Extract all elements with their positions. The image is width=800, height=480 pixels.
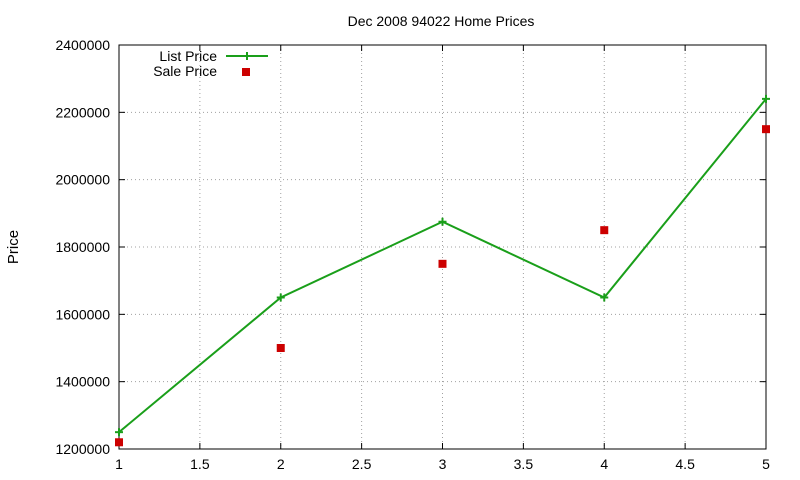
- legend-marker-list-price: [243, 52, 251, 60]
- x-tick-label: 3.5: [514, 456, 534, 472]
- x-tick-label: 1.5: [190, 456, 210, 472]
- x-tick-label: 5: [762, 456, 770, 472]
- legend: List Price Sale Price: [153, 48, 268, 79]
- y-tick-label: 2200000: [55, 104, 110, 120]
- x-tick-label: 3: [439, 456, 447, 472]
- y-tick-label: 1200000: [55, 441, 110, 457]
- x-tick-label: 4: [600, 456, 608, 472]
- legend-label-list-price: List Price: [159, 48, 217, 64]
- x-tick-label: 1: [115, 456, 123, 472]
- list-price-point: [115, 428, 123, 437]
- y-tick-label: 1600000: [55, 306, 110, 322]
- y-tick-label: 1400000: [55, 374, 110, 390]
- x-tick-label: 2: [277, 456, 285, 472]
- legend-marker-sale-price: [242, 68, 250, 76]
- sale-price-point: [762, 125, 770, 134]
- sale-price-point: [600, 226, 609, 235]
- sale-price-point: [115, 438, 123, 447]
- grid: [119, 45, 766, 449]
- x-tick-label: 4.5: [675, 456, 695, 472]
- sale-price-point: [438, 259, 447, 268]
- y-tick-label: 1800000: [55, 239, 110, 255]
- y-tick-label: 2000000: [55, 172, 110, 188]
- y-tick-label: 2400000: [55, 37, 110, 53]
- list-price-point: [276, 293, 285, 302]
- y-axis-label: Price: [5, 230, 22, 264]
- list-price-point: [438, 217, 447, 226]
- chart-title: Dec 2008 94022 Home Prices: [348, 13, 535, 29]
- legend-label-sale-price: Sale Price: [153, 63, 217, 79]
- list-price-point: [600, 293, 609, 302]
- axes: 1 1.5 2 2.5 3 3.5 4 4.5 5 1200000 1400000 1600000 18…: [55, 37, 770, 472]
- sale-price-point: [276, 344, 285, 352]
- x-tick-label: 2.5: [352, 456, 372, 472]
- series: [115, 94, 770, 447]
- list-price-point: [762, 94, 770, 103]
